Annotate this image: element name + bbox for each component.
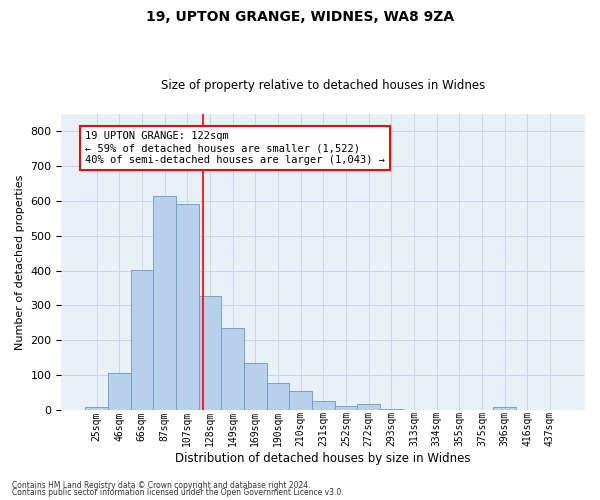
X-axis label: Distribution of detached houses by size in Widnes: Distribution of detached houses by size … [175, 452, 471, 465]
Bar [380, 409, 403, 410]
Bar [153, 196, 176, 410]
Bar [335, 406, 357, 410]
Bar [266, 384, 289, 410]
Text: 19 UPTON GRANGE: 122sqm
← 59% of detached houses are smaller (1,522)
40% of semi: 19 UPTON GRANGE: 122sqm ← 59% of detache… [85, 132, 385, 164]
Bar [85, 408, 108, 410]
Bar [176, 204, 199, 410]
Bar [108, 374, 131, 410]
Bar [493, 408, 516, 410]
Text: 19, UPTON GRANGE, WIDNES, WA8 9ZA: 19, UPTON GRANGE, WIDNES, WA8 9ZA [146, 10, 454, 24]
Bar [312, 401, 335, 410]
Bar [131, 270, 153, 410]
Text: Contains HM Land Registry data © Crown copyright and database right 2024.: Contains HM Land Registry data © Crown c… [12, 480, 311, 490]
Title: Size of property relative to detached houses in Widnes: Size of property relative to detached ho… [161, 79, 485, 92]
Bar [221, 328, 244, 410]
Bar [199, 296, 221, 410]
Bar [289, 392, 312, 410]
Bar [244, 363, 266, 410]
Bar [357, 404, 380, 410]
Y-axis label: Number of detached properties: Number of detached properties [15, 174, 25, 350]
Text: Contains public sector information licensed under the Open Government Licence v3: Contains public sector information licen… [12, 488, 344, 497]
